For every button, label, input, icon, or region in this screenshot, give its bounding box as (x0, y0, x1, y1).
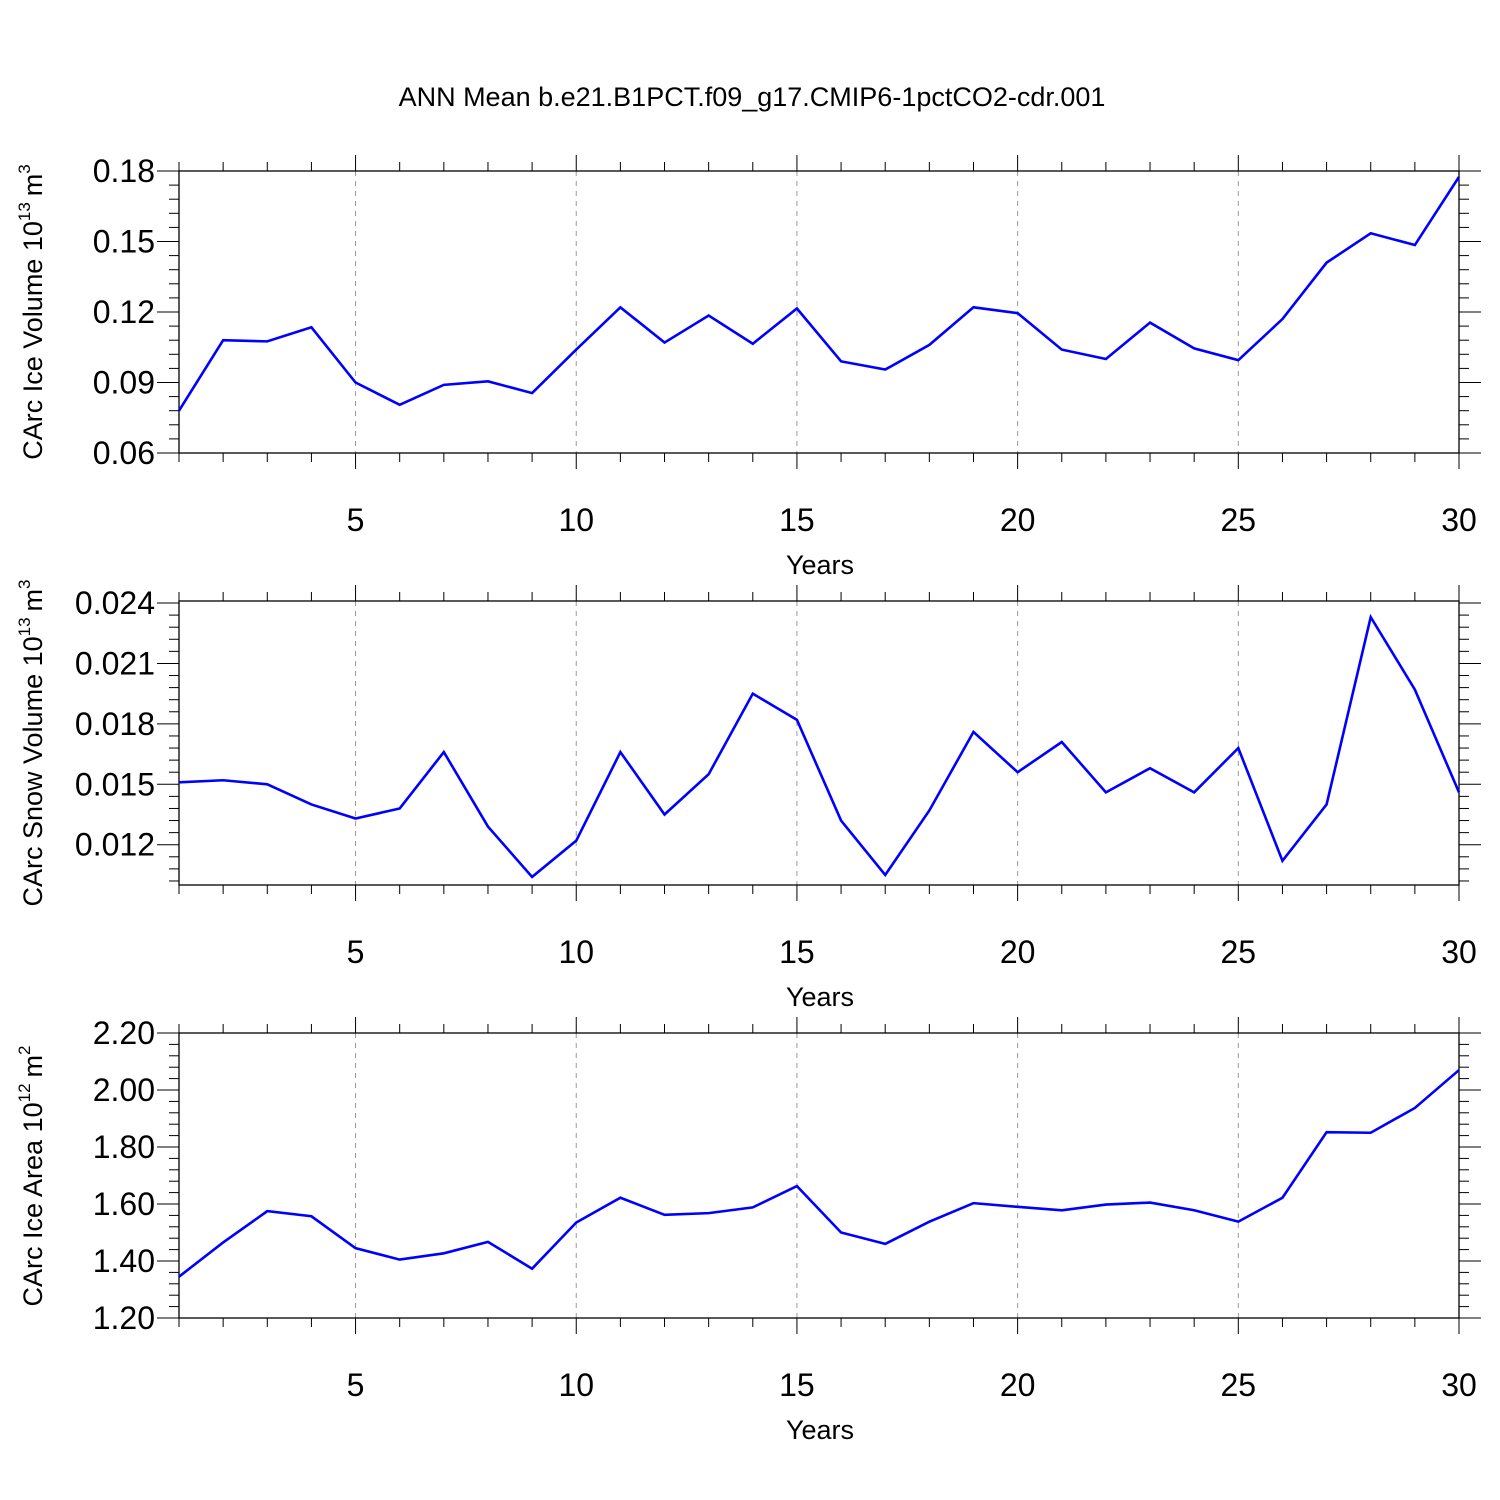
x-tick-label: 30 (1441, 502, 1477, 538)
y-tick-label: 2.20 (93, 1015, 155, 1051)
x-tick-label: 15 (779, 1367, 815, 1403)
x-axis-label: Years (786, 1415, 854, 1445)
x-tick-label: 30 (1441, 1367, 1477, 1403)
series-line-2-1 (178, 613, 1461, 879)
y-tick-label: 0.18 (93, 153, 155, 189)
x-tick-label: 5 (347, 934, 365, 970)
y-tick-label: 1.80 (93, 1129, 155, 1165)
y-tick-label: 0.024 (75, 585, 155, 621)
plot-frame (178, 170, 1460, 454)
y-tick-label: 1.40 (93, 1243, 155, 1279)
y-tick-label: 0.12 (93, 294, 155, 330)
x-tick-label: 20 (1000, 502, 1036, 538)
y-axis-label: CArc Ice Area 1012 m2 (15, 1046, 48, 1307)
y-tick-label: 0.018 (75, 706, 155, 742)
plot-frame (178, 600, 1460, 886)
x-tick-label: 15 (779, 502, 815, 538)
y-axis-label-exp: 13 (15, 202, 34, 221)
x-tick-label: 20 (1000, 1367, 1036, 1403)
y-axis-label-unit-exp: 2 (15, 1046, 34, 1055)
y-axis-label-exp: 12 (15, 1083, 34, 1102)
x-tick-label: 25 (1221, 502, 1257, 538)
y-tick-label: 0.06 (93, 435, 155, 471)
series-line-1-1 (177, 176, 1461, 412)
y-tick-label: 1.60 (93, 1186, 155, 1222)
panel-1: 5 10 15 20 25 30 0.06 0.09 0.12 0.15 0.18 Years CArc… (15, 153, 1481, 580)
series-line-3-1 (178, 1069, 1460, 1278)
figure-title: ANN Mean b.e21.B1PCT.f09_g17.CMIP6-1pctC… (399, 82, 1106, 112)
x-axis-label: Years (786, 550, 854, 580)
x-tick-label: 20 (1000, 934, 1036, 970)
y-axis-label-main: CArc Ice Area 10 (18, 1102, 48, 1306)
panel-3: 5 10 15 20 25 30 1.20 1.40 1.60 1.80 2.00 2.20 Years… (15, 1015, 1481, 1445)
y-tick-label: 1.20 (93, 1300, 155, 1336)
y-tick-label: 0.012 (75, 827, 155, 863)
x-tick-label: 10 (558, 1367, 594, 1403)
y-tick-label: 0.09 (93, 365, 155, 401)
y-axis-label-unit-exp: 3 (15, 164, 34, 173)
x-tick-label: 25 (1221, 1367, 1257, 1403)
x-tick-label: 5 (347, 502, 365, 538)
y-axis-label-unit: m (18, 589, 48, 612)
x-tick-label: 10 (558, 502, 594, 538)
panel-2: 5 10 15 20 25 30 0.012 0.015 0.018 0.021 0.024 Year… (15, 579, 1481, 1012)
y-axis-label: CArc Snow Volume 1013 m3 (15, 579, 48, 906)
y-tick-label: 0.15 (93, 224, 155, 260)
y-tick-label: 0.015 (75, 766, 155, 802)
plot-frame (178, 1032, 1460, 1319)
y-axis-label: CArc Ice Volume 1013 m3 (15, 164, 48, 460)
y-axis-label-exp: 13 (15, 617, 34, 636)
x-tick-label: 25 (1221, 934, 1257, 970)
x-tick-label: 15 (779, 934, 815, 970)
panels: 5 10 15 20 25 300.060.090.120.150.18YearsCArc… (15, 153, 1481, 1445)
x-tick-label: 5 (347, 1367, 365, 1403)
y-axis-label-unit: m (18, 174, 48, 197)
x-axis-label: Years (786, 982, 854, 1012)
y-axis-label-main: CArc Ice Volume 10 (18, 221, 48, 460)
y-axis-label-main: CArc Snow Volume 10 (18, 636, 48, 906)
y-axis-label-unit: m (18, 1055, 48, 1078)
y-axis-label-unit-exp: 3 (15, 579, 34, 588)
y-tick-label: 0.021 (75, 645, 155, 681)
x-tick-label: 10 (558, 934, 594, 970)
x-tick-label: 30 (1441, 934, 1477, 970)
y-tick-label: 2.00 (93, 1072, 155, 1108)
